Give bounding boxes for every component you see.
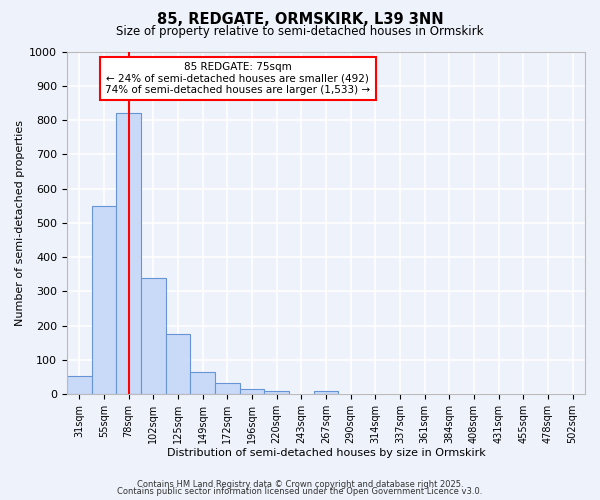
X-axis label: Distribution of semi-detached houses by size in Ormskirk: Distribution of semi-detached houses by … <box>167 448 485 458</box>
Bar <box>190 372 215 394</box>
Bar <box>116 113 141 394</box>
Bar <box>166 334 190 394</box>
Text: Contains public sector information licensed under the Open Government Licence v3: Contains public sector information licen… <box>118 488 482 496</box>
Text: 85, REDGATE, ORMSKIRK, L39 3NN: 85, REDGATE, ORMSKIRK, L39 3NN <box>157 12 443 28</box>
Bar <box>67 376 92 394</box>
Text: Contains HM Land Registry data © Crown copyright and database right 2025.: Contains HM Land Registry data © Crown c… <box>137 480 463 489</box>
Bar <box>239 389 264 394</box>
Text: Size of property relative to semi-detached houses in Ormskirk: Size of property relative to semi-detach… <box>116 25 484 38</box>
Bar <box>141 278 166 394</box>
Bar <box>215 384 239 394</box>
Bar <box>314 392 338 394</box>
Bar <box>264 392 289 394</box>
Y-axis label: Number of semi-detached properties: Number of semi-detached properties <box>15 120 25 326</box>
Bar <box>92 206 116 394</box>
Text: 85 REDGATE: 75sqm
← 24% of semi-detached houses are smaller (492)
74% of semi-de: 85 REDGATE: 75sqm ← 24% of semi-detached… <box>106 62 370 95</box>
